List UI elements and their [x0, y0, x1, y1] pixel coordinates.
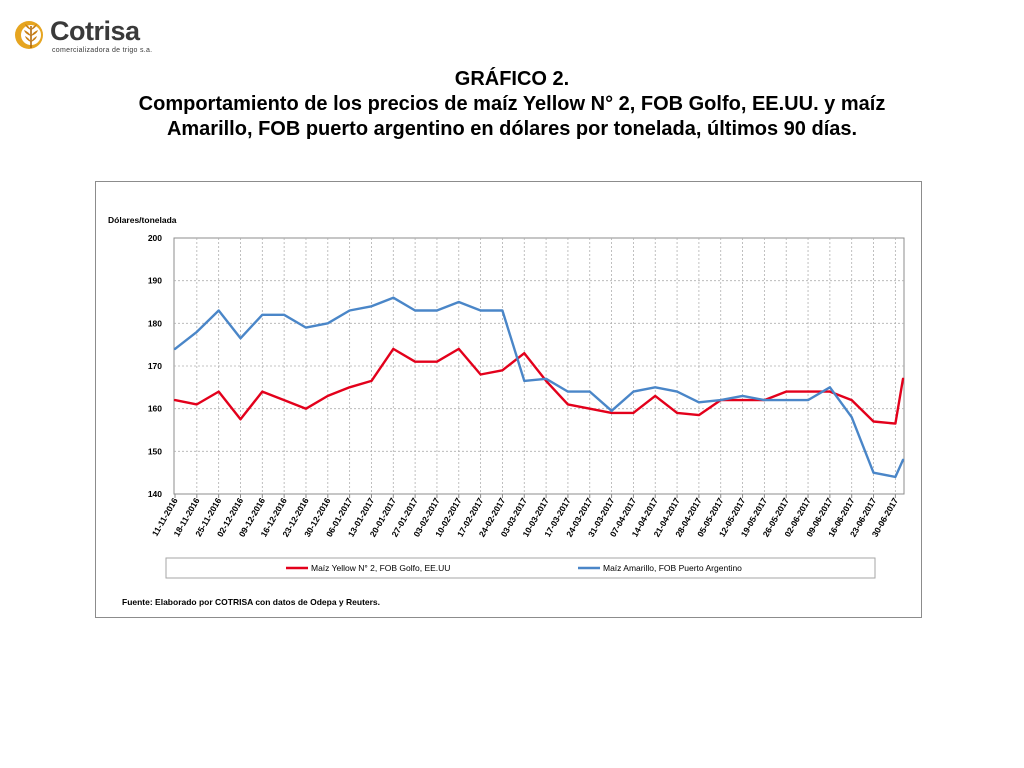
y-tick-label: 140: [148, 489, 162, 499]
logo-name: Cotrisa: [50, 16, 140, 46]
y-axis-label: Dólares/tonelada: [108, 215, 177, 225]
chart-frame: Dólares/tonelada 140 150 160 170 180 190 200 1…: [95, 181, 922, 618]
y-tick-label: 190: [148, 276, 162, 286]
x-tick-labels: 11-11-201618-11-201625-11-201602-12-2016…: [150, 496, 900, 539]
cotrisa-logo: Cotrisa comercializadora de trigo s.a.: [14, 16, 164, 58]
page-title: GRÁFICO 2. Comportamiento de los precios…: [60, 66, 964, 142]
y-tick-labels: 140 150 160 170 180 190 200: [148, 233, 162, 499]
series-line-yellow-gulf: [173, 347, 905, 425]
chart-legend: Maíz Yellow N° 2, FOB Golfo, EE.UU Maíz A…: [165, 557, 876, 579]
legend-label: Maíz Yellow N° 2, FOB Golfo, EE.UU: [311, 563, 450, 573]
title-line-1: GRÁFICO 2.: [454, 68, 570, 90]
wheat-logo-icon: [15, 21, 43, 49]
chart-source-note: Fuente: Elaborado por COTRISA con datos …: [122, 597, 380, 607]
legend-box: [165, 557, 876, 579]
series-lines: [173, 296, 905, 479]
legend-label: Maíz Amarillo, FOB Puerto Argentino: [603, 563, 742, 573]
title-line-2: Comportamiento de los precios de maíz Ye…: [138, 93, 886, 115]
price-line-chart: Dólares/tonelada 140 150 160 170 180 190 200 1…: [108, 215, 905, 607]
logo-tagline: comercializadora de trigo s.a.: [52, 47, 153, 54]
y-tick-label: 150: [148, 446, 162, 456]
series-line-argentina: [173, 296, 905, 479]
y-tick-label: 170: [148, 361, 162, 371]
y-tick-label: 180: [148, 318, 162, 328]
y-tick-label: 200: [148, 233, 162, 243]
chart-grid: [173, 237, 905, 498]
y-tick-label: 160: [148, 404, 162, 414]
title-line-3: Amarillo, FOB puerto argentino en dólare…: [166, 118, 858, 140]
